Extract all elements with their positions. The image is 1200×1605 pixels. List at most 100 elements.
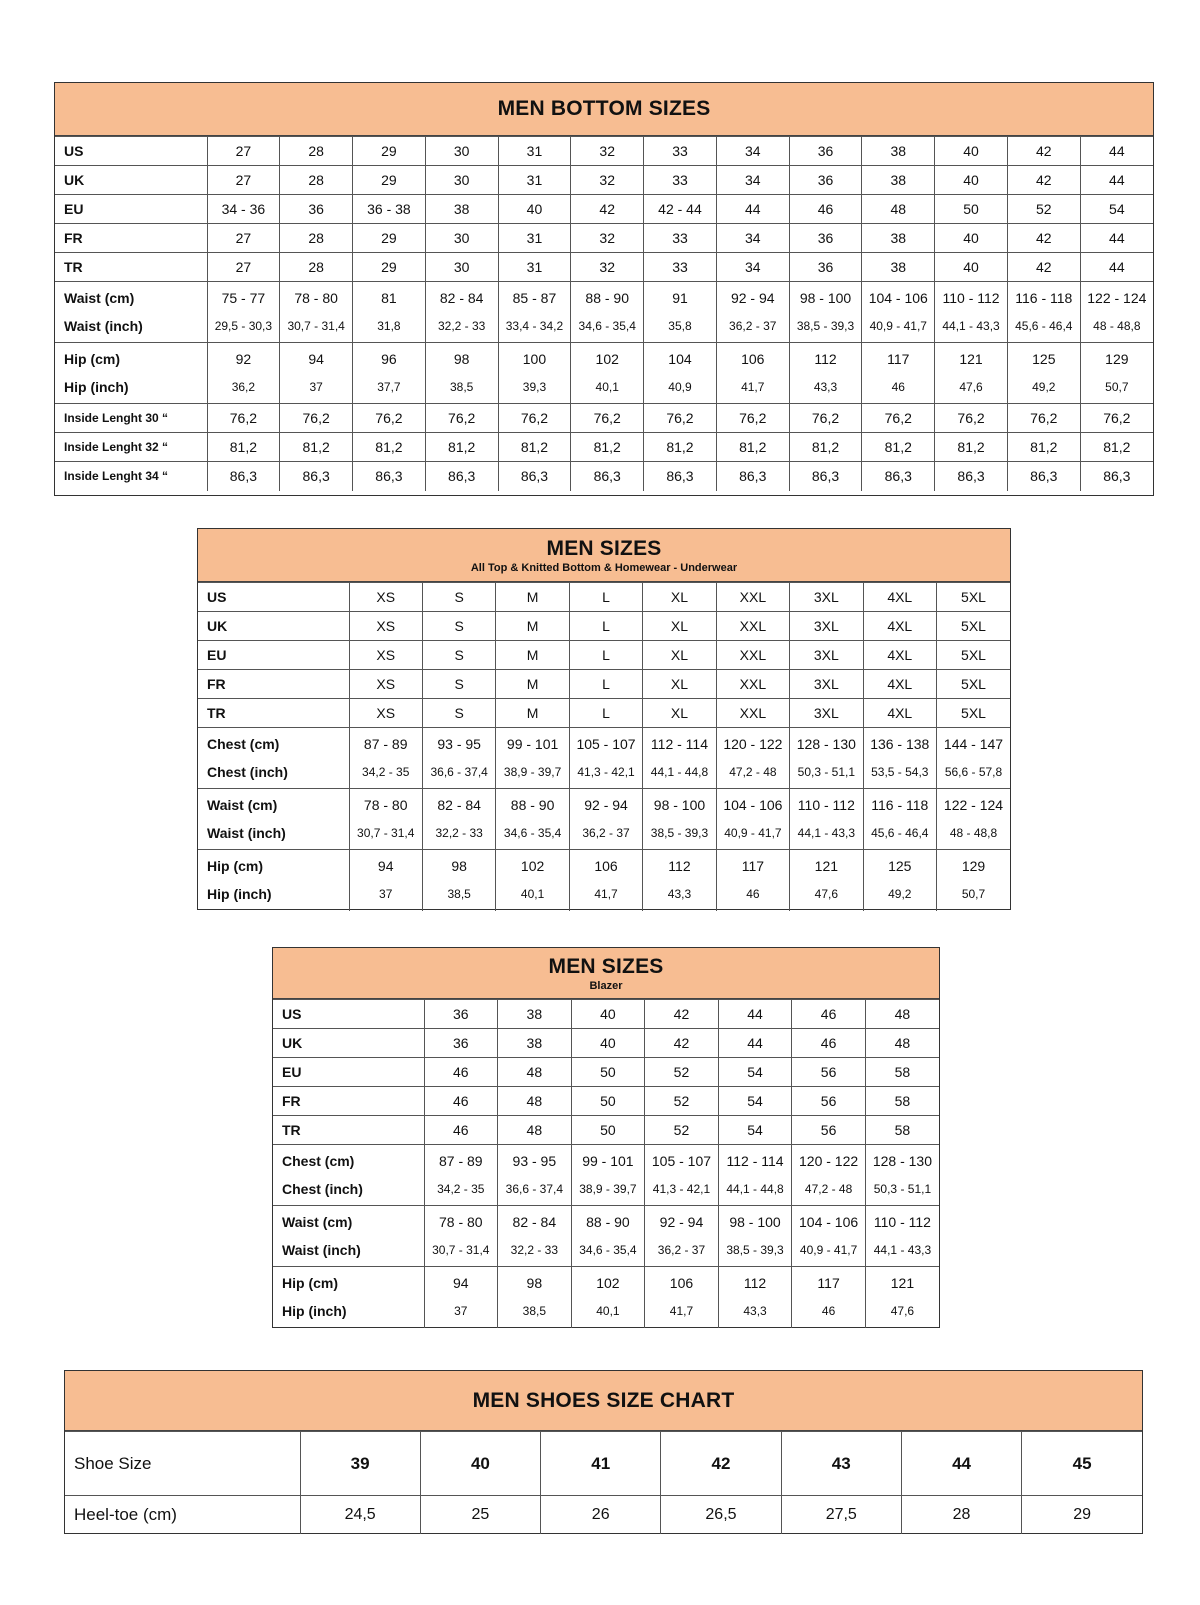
size-value-cell: 52 — [644, 1086, 719, 1116]
size-value-cell: XXL — [715, 698, 791, 728]
size-value: 81,2 — [448, 439, 476, 455]
size-value: 47,6 — [890, 1304, 915, 1319]
row-label: Chest (cm) — [207, 736, 280, 752]
size-value-cell: 75 - 77 29,5 - 30,3 — [206, 281, 281, 343]
size-value-cell: 98 - 100 38,5 - 39,3 — [788, 281, 863, 343]
chart-title: MEN BOTTOM SIZES — [497, 97, 711, 120]
size-value: 86,3 — [957, 468, 985, 485]
row-label-cell: TR — [198, 698, 350, 728]
size-value: 5XL — [961, 589, 986, 605]
size-value: 29 — [1073, 1505, 1091, 1523]
size-value: 50 — [963, 201, 979, 217]
size-value: 44,1 - 43,3 — [873, 1243, 932, 1257]
size-value: 76,2 — [1103, 410, 1131, 426]
row-label-cell: Chest (cm) Chest (inch) — [273, 1144, 425, 1206]
size-value: 36,2 — [231, 380, 256, 394]
size-value-cell: 104 - 106 40,9 - 41,7 — [791, 1205, 866, 1267]
size-value: 36,2 - 37 — [582, 826, 630, 840]
size-value: 37 — [309, 380, 323, 394]
size-value-cell: 5XL — [936, 640, 1010, 670]
size-value-cell: M — [495, 640, 570, 670]
size-value: 44,1 - 44,8 — [650, 765, 709, 779]
row-label: US — [64, 143, 84, 159]
size-value-cell: 116 - 118 45,6 - 46,4 — [862, 788, 938, 850]
size-value: 36 — [308, 201, 324, 217]
size-value: 46 — [891, 380, 905, 394]
size-value-cell: 76,2 — [352, 403, 426, 433]
size-value: 40,9 — [668, 380, 692, 394]
size-value: M — [526, 647, 539, 663]
row-label: Waist (inch) — [207, 825, 286, 841]
size-value-cell: 76,2 — [861, 403, 936, 433]
size-value: 32 — [599, 172, 615, 188]
chart-header: MEN SHOES SIZE CHART — [65, 1371, 1142, 1431]
size-value-cell: 44 — [1079, 252, 1153, 282]
size-value-cell: 96 37,7 — [352, 342, 426, 404]
size-value: 88 - 90 — [586, 1214, 630, 1230]
size-value: 40,1 — [595, 380, 619, 394]
size-value: 102 — [596, 1275, 620, 1292]
size-value-cell: 48 — [497, 1115, 572, 1145]
size-value-cell: 92 36,2 — [206, 342, 281, 404]
size-value-cell: 76,2 — [788, 403, 863, 433]
size-value-cell: 110 - 112 44,1 - 43,3 — [864, 1205, 939, 1267]
size-value: 46 — [820, 1035, 837, 1051]
row-label: TR — [64, 259, 83, 275]
size-value-cell: 40 — [497, 194, 572, 224]
size-value-cell: 38 — [861, 223, 936, 253]
table-row: UK XS S M L XL XXL 3XL 4XL 5XL — [198, 611, 1010, 641]
row-label-cell: Hip (cm) Hip (inch) — [273, 1266, 425, 1328]
size-value: 54 — [1109, 201, 1125, 217]
size-value: 34,6 - 35,4 — [579, 1243, 637, 1257]
size-value-cell: 122 - 124 48 - 48,8 — [936, 788, 1010, 850]
size-value-cell: 105 - 107 41,3 - 42,1 — [644, 1144, 719, 1206]
size-value: 41,3 - 42,1 — [652, 1182, 711, 1196]
size-value: 44,1 - 44,8 — [726, 1182, 784, 1196]
size-value: 144 - 147 — [943, 736, 1004, 752]
size-value-cell: 25 — [419, 1495, 542, 1534]
size-value: 24,5 — [344, 1505, 376, 1523]
size-value: 81,2 — [593, 439, 621, 455]
size-value-cell: L — [568, 640, 644, 670]
size-value-cell: 58 — [864, 1086, 939, 1116]
size-value: 40 — [526, 201, 543, 217]
size-value: 38,5 — [522, 1304, 547, 1319]
size-value-cell: 29 — [352, 165, 426, 195]
size-value-cell: 34 — [715, 223, 790, 253]
row-label: Chest (inch) — [207, 764, 288, 780]
size-value: 39,3 — [522, 380, 547, 394]
size-value-cell: 41 — [540, 1431, 662, 1496]
size-value: 27,5 — [825, 1505, 857, 1523]
size-value: 120 - 122 — [799, 1153, 859, 1169]
size-value-cell: 122 - 124 48 - 48,8 — [1079, 281, 1153, 343]
size-value-cell: 76,2 — [1079, 403, 1153, 433]
size-value: 104 — [668, 351, 692, 367]
size-value-cell: 33 — [643, 252, 717, 282]
size-value: L — [602, 676, 610, 692]
size-value: 36 — [452, 1035, 469, 1051]
size-value: 38,5 — [447, 887, 471, 902]
size-value: 121 — [890, 1275, 915, 1292]
size-value: XS — [376, 647, 396, 663]
size-value-cell: 38 — [497, 999, 572, 1029]
size-value-cell: 36 — [788, 136, 863, 166]
size-value-cell: 31 — [497, 223, 572, 253]
size-value: 40 — [963, 230, 979, 246]
size-value-cell: 31 — [497, 252, 572, 282]
size-value: 34,6 - 35,4 — [578, 319, 636, 333]
size-value-cell: XXL — [715, 611, 791, 641]
size-value: 3XL — [813, 705, 839, 721]
size-value: 41,7 — [741, 380, 765, 394]
size-value-cell: 36 — [788, 252, 863, 282]
size-value: 38 — [890, 259, 907, 275]
size-value: XS — [376, 618, 396, 634]
size-value: 136 - 138 — [870, 736, 930, 752]
size-value-cell: 102 40,1 — [570, 1266, 646, 1328]
size-value: 43,3 — [667, 887, 692, 902]
row-label: Hip (cm) — [64, 351, 120, 367]
size-value: 30 — [453, 172, 470, 188]
size-value: 29 — [381, 259, 397, 275]
size-value-cell: 33 — [643, 223, 717, 253]
size-value: 87 - 89 — [438, 1153, 483, 1169]
size-value: 48 — [526, 1122, 543, 1138]
